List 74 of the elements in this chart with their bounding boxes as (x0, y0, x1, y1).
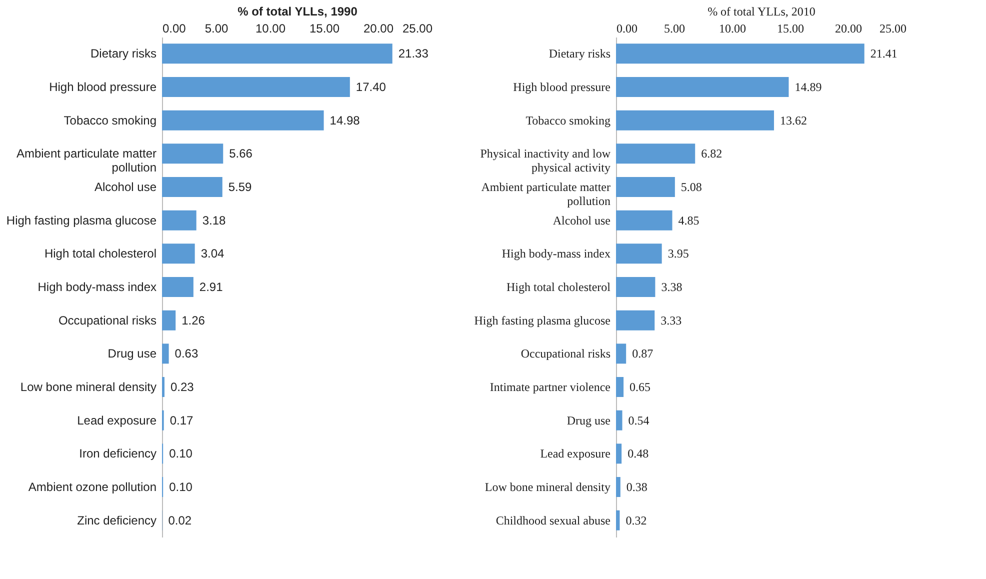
data-label: 1.26 (182, 313, 206, 328)
data-label: 5.08 (680, 180, 702, 194)
data-label: 5.59 (228, 180, 252, 194)
data-label: 3.38 (661, 280, 682, 294)
data-label: 0.23 (170, 380, 194, 394)
x-tick-label: 20.00 (835, 22, 862, 36)
data-label: 3.04 (200, 246, 225, 261)
y-tick-label: Drug use (108, 346, 157, 361)
data-label: 14.98 (330, 113, 360, 128)
data-label: 17.40 (356, 80, 386, 94)
x-tick-label: 5.00 (204, 22, 228, 36)
x-tick-label: 10.00 (255, 22, 286, 36)
x-tick-label: 10.00 (719, 22, 746, 36)
data-label: 3.95 (668, 246, 689, 261)
y-tick-label: Ambient ozone pollution (28, 480, 156, 494)
x-tick-label: 25.00 (402, 22, 433, 36)
y-tick-label: Occupational risks (58, 313, 156, 328)
y-tick-label: Low bone mineral density (20, 380, 156, 394)
data-label: 5.66 (229, 146, 253, 161)
y-tick-label: Occupational risks (520, 346, 611, 361)
y-tick-label: Lead exposure (540, 446, 610, 461)
data-label: 3.18 (202, 213, 226, 228)
x-tick-label: 15.00 (309, 22, 340, 36)
y-tick-label: Ambient particulate matter pollution (16, 146, 157, 175)
y-tick-label: Low bone mineral density (484, 480, 610, 494)
y-tick-label: High total cholesterol (506, 280, 612, 294)
data-label: 0.65 (630, 380, 651, 394)
x-tick-label: 0.00 (616, 22, 638, 36)
data-label: 3.33 (660, 313, 682, 328)
data-label: 21.33 (398, 46, 429, 61)
y-tick-label: Intimate partner violence (490, 380, 610, 394)
x-tick-label: 25.00 (880, 22, 906, 36)
y-tick-label: Ambient particulate matter pollution (481, 180, 611, 208)
data-label: 0.87 (632, 346, 654, 361)
data-label: 21.41 (870, 46, 898, 61)
data-label: 0.17 (170, 413, 194, 428)
y-tick-label: High total cholesterol (44, 246, 156, 261)
y-tick-label: Iron deficiency (79, 446, 156, 461)
y-tick-label: Alcohol use (552, 213, 610, 228)
data-label: 0.63 (174, 346, 198, 361)
y-tick-label: Drug use (566, 413, 610, 428)
data-label: 0.48 (628, 446, 649, 461)
y-tick-label: Lead exposure (77, 413, 157, 428)
y-tick-label: Dietary risks (90, 46, 156, 61)
x-tick-label: 0.00 (162, 22, 186, 36)
y-tick-label: Alcohol use (94, 180, 157, 194)
y-tick-label: High body-mass index (502, 246, 610, 261)
data-label: 4.85 (678, 213, 700, 228)
x-tick-label: 20.00 (363, 22, 394, 36)
y-tick-label: High fasting plasma glucose (6, 213, 157, 228)
y-tick-label: High fasting plasma glucose (474, 313, 610, 328)
x-tick-label: 15.00 (777, 22, 804, 36)
y-tick-label: High blood pressure (49, 80, 157, 94)
data-label: 2.91 (199, 280, 224, 294)
y-tick-label: Physical inactivity and low physical activity (480, 146, 611, 175)
y-tick-label: Tobacco smoking (526, 113, 610, 128)
y-tick-label: High body-mass index (38, 280, 156, 294)
data-label: 0.54 (628, 413, 650, 428)
y-tick-label: High blood pressure (513, 80, 610, 94)
x-axis-title: % of total YLLs, 1990 (238, 4, 358, 18)
x-axis-title: % of total YLLs, 2010 (708, 4, 816, 18)
data-label: 13.62 (780, 113, 807, 128)
y-tick-label: Childhood sexual abuse (496, 513, 610, 528)
data-label: 14.89 (794, 80, 822, 94)
data-label: 0.10 (169, 480, 193, 494)
y-tick-label: Zinc deficiency (77, 513, 156, 528)
x-tick-label: 5.00 (664, 22, 685, 36)
data-label: 0.32 (626, 513, 647, 528)
y-tick-label: Dietary risks (548, 46, 611, 61)
data-label: 0.10 (169, 446, 193, 461)
data-label: 6.82 (701, 146, 722, 161)
data-label: 0.02 (168, 513, 192, 528)
y-tick-label: Tobacco smoking (64, 113, 156, 128)
data-label: 0.38 (626, 480, 648, 494)
